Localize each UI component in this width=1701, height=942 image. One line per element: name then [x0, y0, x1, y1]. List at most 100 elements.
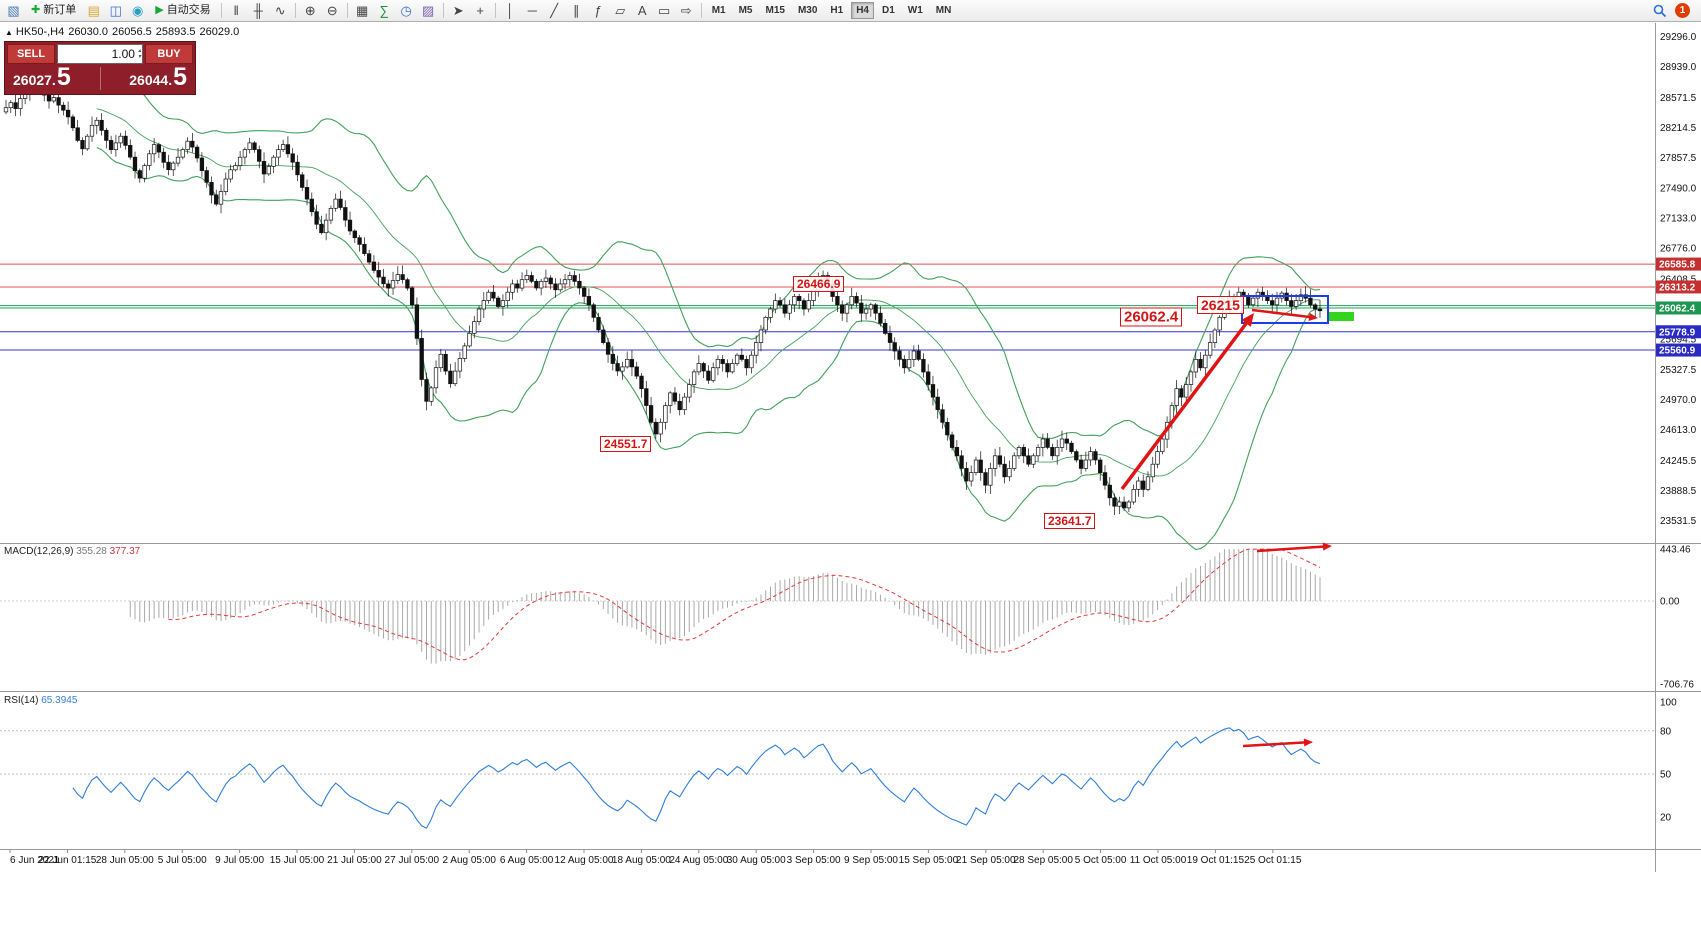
one-click-trading-panel: SELL 1.00 ▴ ▾ BUY 26027.5 26044.5 [4, 41, 196, 95]
price-annotation-label[interactable]: 26215 [1197, 296, 1244, 314]
zoom-in-button[interactable]: ⊕ [300, 1, 321, 20]
svg-text:20: 20 [1660, 813, 1672, 824]
timeframe-w1[interactable]: W1 [903, 2, 928, 19]
navigator-icon: ◉ [132, 3, 144, 18]
zoom-in-icon: ⊕ [304, 3, 316, 18]
indicators-button[interactable]: ∑ [374, 1, 395, 20]
autotrade-button[interactable]: ▶ 自动交易 [149, 1, 216, 20]
timeframe-m15[interactable]: M15 [761, 2, 790, 19]
cursor-button[interactable]: ➤ [448, 1, 469, 20]
volume-input[interactable]: 1.00 ▴ ▾ [57, 44, 143, 64]
text-button[interactable]: A [632, 1, 653, 20]
line-chart-button[interactable]: ∿ [270, 1, 291, 20]
sell-price: 26027.5 [13, 65, 100, 90]
market-watch-button[interactable]: ◫ [105, 1, 126, 20]
svg-text:23531.5: 23531.5 [1660, 516, 1697, 527]
consolidation-arrow [1251, 308, 1313, 319]
timeframe-h1[interactable]: H1 [825, 2, 848, 19]
sell-button[interactable]: SELL [7, 44, 55, 64]
label-button[interactable]: ▭ [654, 1, 675, 20]
svg-text:25 Oct 01:15: 25 Oct 01:15 [1244, 855, 1302, 866]
chart-annotations[interactable] [1120, 295, 1354, 748]
stepper-down-icon[interactable]: ▾ [137, 54, 141, 60]
svg-text:26408.5: 26408.5 [1660, 274, 1697, 285]
timeframe-m5[interactable]: M5 [734, 2, 758, 19]
svg-text:28 Jun 05:00: 28 Jun 05:00 [96, 855, 154, 866]
timeframe-h4[interactable]: H4 [851, 2, 874, 19]
candles[interactable] [3, 65, 1323, 516]
fibonacci-button[interactable]: ƒ [588, 1, 609, 20]
toolbar-separator [442, 3, 444, 18]
new-order-button[interactable]: ✚ 新订单 [25, 1, 82, 20]
bar-chart-button[interactable]: ‖ [226, 1, 247, 20]
channel-icon: ∥ [572, 3, 580, 18]
svg-text:26062.4: 26062.4 [1659, 303, 1696, 314]
tile-windows-icon: ▦ [356, 3, 369, 18]
buy-price-main: 26044. [129, 72, 173, 88]
shapes-icon: ▱ [615, 3, 626, 18]
trendline-icon: ╱ [550, 3, 559, 18]
shapes-button[interactable]: ▱ [610, 1, 631, 20]
svg-text:6 Aug 05:00: 6 Aug 05:00 [500, 855, 554, 866]
notifications-badge[interactable]: 1 [1675, 3, 1690, 18]
vertical-line-icon: │ [506, 3, 515, 18]
periods-button[interactable]: ◷ [396, 1, 417, 20]
timeframe-mn[interactable]: MN [931, 2, 957, 19]
tile-windows-button[interactable]: ▦ [352, 1, 373, 20]
timeframe-m1[interactable]: M1 [707, 2, 731, 19]
periods-icon: ◷ [400, 3, 412, 18]
line-chart-icon: ∿ [274, 3, 286, 18]
search-button[interactable] [1649, 1, 1670, 20]
candlestick-icon: ╫ [253, 3, 263, 18]
price-annotation-label[interactable]: 24551.7 [600, 436, 652, 452]
svg-text:15 Jul 05:00: 15 Jul 05:00 [270, 855, 325, 866]
templates-button[interactable]: ▨ [418, 1, 439, 20]
svg-text:27133.0: 27133.0 [1660, 214, 1697, 225]
crosshair-button[interactable]: + [470, 1, 491, 20]
price-annotation-label[interactable]: 26466.9 [793, 276, 845, 292]
buy-price: 26044.5 [99, 65, 187, 90]
macd-signal-value: 377.37 [109, 546, 141, 557]
rsi-panel: 100 80 50 20 [0, 698, 1677, 829]
toolbar-separator [700, 3, 702, 18]
vertical-line-button[interactable]: │ [500, 1, 521, 20]
svg-text:9 Sep 05:00: 9 Sep 05:00 [844, 855, 898, 866]
target-zone-box [1329, 312, 1354, 321]
volume-steppers[interactable]: ▴ ▾ [138, 48, 141, 60]
stepper-up-icon[interactable]: ▴ [137, 48, 141, 54]
market-watch-icon: ◫ [109, 3, 122, 18]
crosshair-icon: + [476, 3, 484, 18]
svg-text:28 Sep 05:00: 28 Sep 05:00 [1013, 855, 1073, 866]
macd-value: 355.28 [76, 546, 107, 557]
timeframe-m30[interactable]: M30 [793, 2, 822, 19]
price-chart[interactable]: 29296.0 28939.0 28571.5 28214.5 27857.5 27490… [0, 0, 1701, 920]
new-chart-button[interactable]: ▧ [3, 1, 24, 20]
price-annotation-label[interactable]: 26062.4 [1120, 307, 1183, 327]
price-axis[interactable]: 29296.0 28939.0 28571.5 28214.5 27857.5 27490… [1656, 32, 1701, 527]
macd-trend-arrow [1256, 545, 1327, 553]
timeframe-d1[interactable]: D1 [877, 2, 900, 19]
svg-text:6 Jun 2021: 6 Jun 2021 [10, 855, 60, 866]
svg-text:27 Jul 05:00: 27 Jul 05:00 [385, 855, 440, 866]
trendline-button[interactable]: ╱ [544, 1, 565, 20]
buy-button[interactable]: BUY [145, 44, 193, 64]
arrows-button[interactable]: ⇨ [676, 1, 697, 20]
zoom-out-button[interactable]: ⊖ [322, 1, 343, 20]
arrows-icon: ⇨ [680, 3, 692, 18]
profiles-button[interactable]: ▤ [83, 1, 104, 20]
horizontal-line-button[interactable]: ─ [522, 1, 543, 20]
svg-text:25327.5: 25327.5 [1660, 365, 1697, 376]
ohlc-close: 26029.0 [199, 26, 240, 38]
navigator-button[interactable]: ◉ [127, 1, 148, 20]
svg-text:25694.5: 25694.5 [1660, 334, 1697, 345]
one-click-collapse-icon[interactable]: ▲ [5, 28, 13, 37]
channel-button[interactable]: ∥ [566, 1, 587, 20]
svg-text:11 Oct 05:00: 11 Oct 05:00 [1130, 855, 1187, 866]
new-order-button-label: 新订单 [43, 4, 77, 16]
price-annotation-label[interactable]: 23641.7 [1044, 513, 1096, 529]
svg-text:27490.0: 27490.0 [1660, 184, 1697, 195]
autotrade-button-label: 自动交易 [166, 4, 211, 16]
candlestick-button[interactable]: ╫ [248, 1, 269, 20]
ohlc-high: 26056.5 [111, 26, 152, 38]
